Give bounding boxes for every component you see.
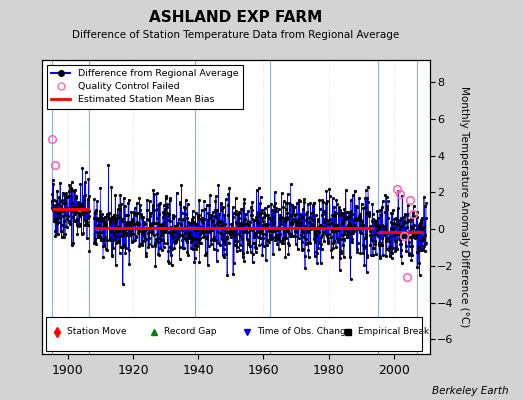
Text: Empirical Break: Empirical Break bbox=[358, 328, 429, 336]
Text: ASHLAND EXP FARM: ASHLAND EXP FARM bbox=[149, 10, 322, 25]
Y-axis label: Monthly Temperature Anomaly Difference (°C): Monthly Temperature Anomaly Difference (… bbox=[460, 86, 470, 328]
Text: Time of Obs. Change: Time of Obs. Change bbox=[257, 328, 352, 336]
Legend: Difference from Regional Average, Quality Control Failed, Estimated Station Mean: Difference from Regional Average, Qualit… bbox=[47, 65, 243, 109]
Text: Berkeley Earth: Berkeley Earth bbox=[432, 386, 508, 396]
Text: Station Move: Station Move bbox=[67, 328, 127, 336]
Text: Difference of Station Temperature Data from Regional Average: Difference of Station Temperature Data f… bbox=[72, 30, 399, 40]
Text: Record Gap: Record Gap bbox=[164, 328, 216, 336]
FancyBboxPatch shape bbox=[46, 317, 422, 351]
